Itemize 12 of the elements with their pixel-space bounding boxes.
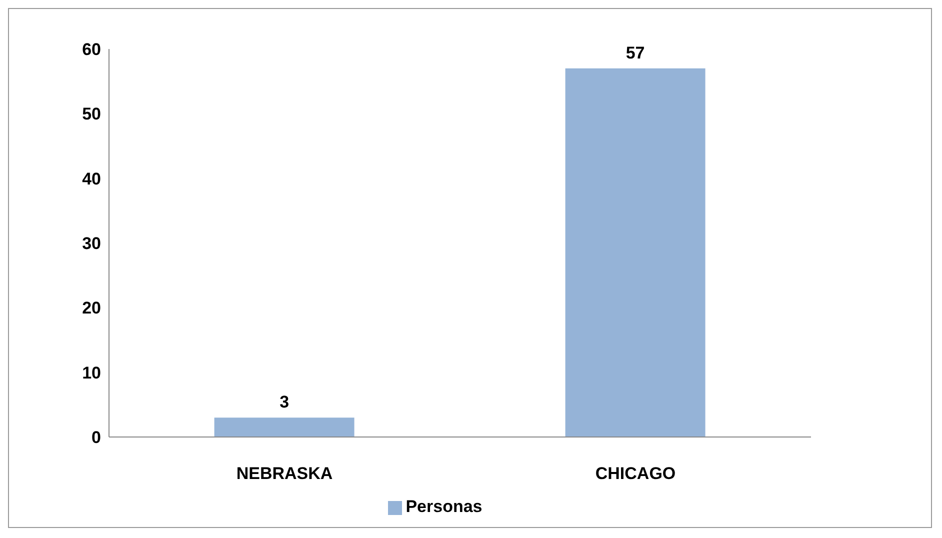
- legend-label: Personas: [406, 497, 482, 516]
- x-tick-label: NEBRASKA: [236, 464, 333, 484]
- x-tick-label: CHICAGO: [595, 464, 676, 484]
- y-tick-label: 50: [82, 104, 101, 124]
- y-tick-label: 0: [92, 428, 101, 448]
- y-tick-label: 10: [82, 363, 101, 382]
- data-label: 3: [280, 392, 290, 412]
- y-tick-label: 40: [82, 169, 101, 188]
- y-tick-label: 60: [82, 40, 101, 60]
- data-label: 57: [626, 43, 645, 62]
- y-tick-label: 20: [82, 298, 101, 318]
- y-tick-label: 30: [82, 234, 101, 254]
